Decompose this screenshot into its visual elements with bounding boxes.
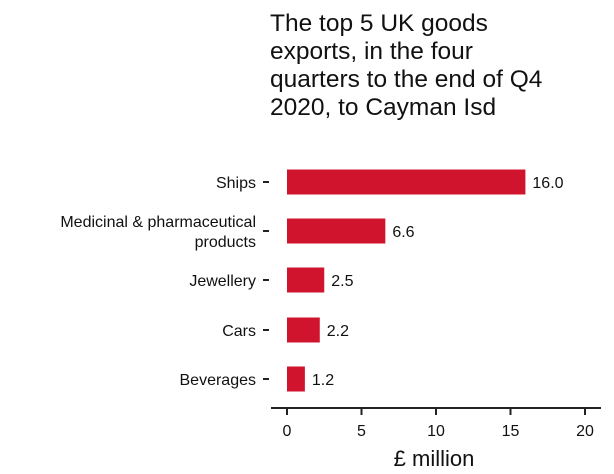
value-label: 16.0 (532, 175, 563, 192)
category-label: Ships (216, 175, 256, 192)
bar (287, 267, 325, 293)
x-axis-title: £ million (394, 446, 475, 471)
value-label: 2.2 (327, 323, 349, 340)
x-axis: 0 5 10 15 20 £ million (263, 181, 601, 471)
labels-layer: 16.0 Ships 6.6 Medicinal & pharmaceutical pr… (60, 175, 563, 389)
value-label: 2.5 (331, 273, 353, 290)
x-tick-label: 15 (502, 423, 520, 440)
x-tick-label: 20 (576, 423, 594, 440)
category-label: Cars (222, 323, 256, 340)
bar (287, 366, 305, 392)
bar (287, 317, 320, 343)
category-label: Jewellery (189, 273, 256, 290)
x-tick-label: 5 (357, 423, 366, 440)
category-label: Medicinal & pharmaceutical (60, 214, 256, 231)
chart-title: The top 5 UK goods exports, in the four qu… (270, 10, 610, 122)
chart-title-line: exports, in the four (270, 38, 473, 65)
bars-layer (287, 169, 526, 392)
x-tick-label: 10 (427, 423, 445, 440)
category-label: Beverages (180, 372, 257, 389)
category-label: products (195, 234, 256, 251)
chart-title-line: quarters to the end of Q4 (270, 66, 543, 93)
value-label: 6.6 (392, 224, 414, 241)
chart-title-line: 2020, to Cayman Isd (270, 94, 497, 121)
bar (287, 169, 526, 195)
chart-title-line: The top 5 UK goods (270, 10, 488, 37)
bar (287, 218, 386, 244)
value-label: 1.2 (312, 372, 334, 389)
x-tick-label: 0 (283, 423, 292, 440)
